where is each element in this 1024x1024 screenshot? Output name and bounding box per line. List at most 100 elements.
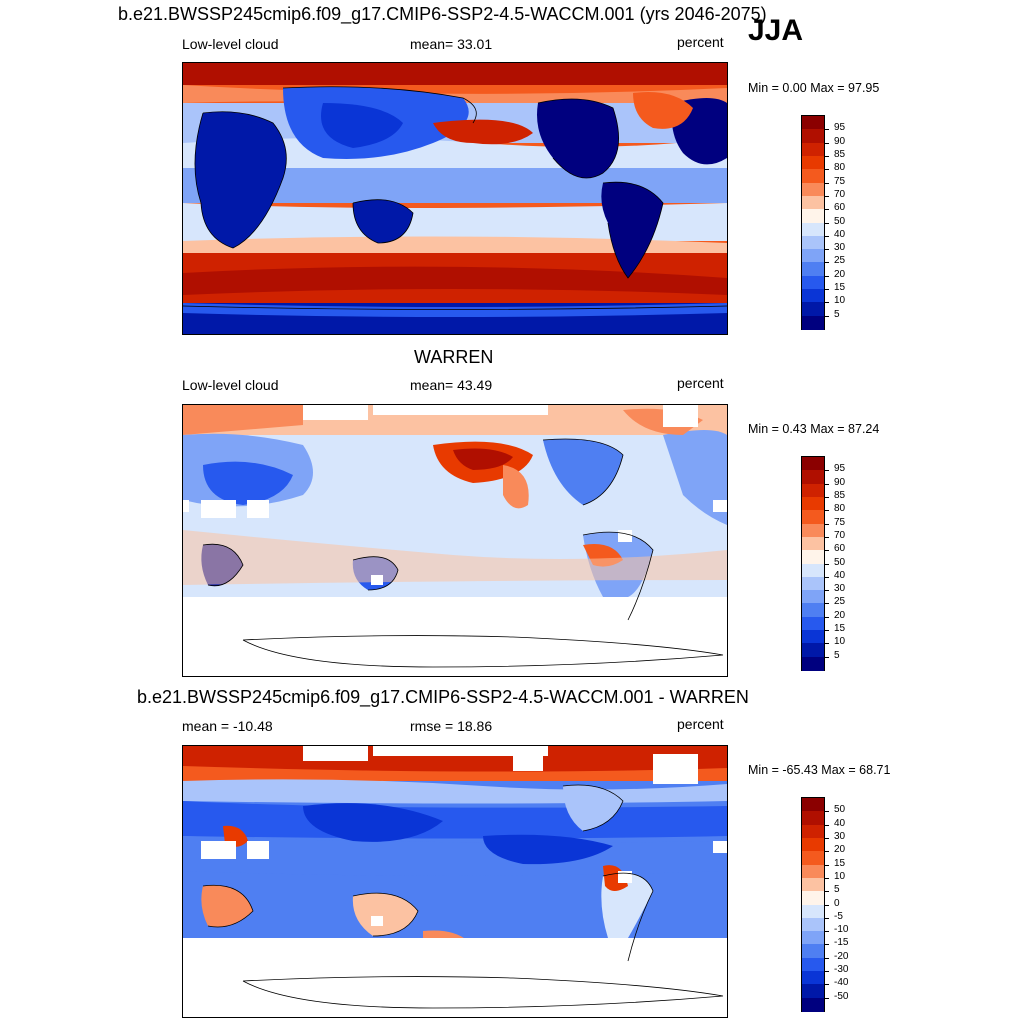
panel1-minmax: Min = 0.00 Max = 97.95: [748, 81, 880, 95]
colorbar-swatch: [802, 656, 824, 671]
panel1-mean: mean= 33.01: [410, 36, 493, 52]
colorbar-label: 10: [834, 636, 846, 648]
colorbar-tick: [824, 470, 829, 472]
colorbar-label: 95: [834, 463, 846, 475]
colorbar-swatch: [802, 116, 824, 130]
panel2-title: WARREN: [414, 347, 494, 367]
colorbar-tick: [824, 971, 829, 973]
colorbar-tick: [824, 984, 829, 986]
colorbar-swatch: [802, 917, 824, 932]
colorbar-swatch: [802, 222, 824, 237]
colorbar-swatch: [802, 851, 824, 866]
colorbar-tick: [824, 496, 829, 498]
colorbar-label: 50: [834, 215, 846, 227]
colorbar-swatch: [802, 249, 824, 264]
colorbar-tick: [824, 195, 829, 197]
colorbar-swatch: [802, 630, 824, 645]
panel1-units: percent: [677, 34, 724, 50]
colorbar-label: 70: [834, 529, 846, 541]
colorbar-label: 10: [834, 295, 846, 307]
colorbar-tick: [824, 811, 829, 813]
colorbar-label: 75: [834, 175, 846, 187]
season-label: JJA: [748, 14, 804, 47]
colorbar-tick: [824, 235, 829, 237]
colorbar-tick: [824, 563, 829, 565]
colorbar-label: -40: [834, 977, 849, 989]
colorbar-label: 90: [834, 135, 846, 147]
colorbar-swatch: [802, 590, 824, 605]
colorbar-tick: [824, 590, 829, 592]
colorbar-tick: [824, 931, 829, 933]
panel3-units: percent: [677, 716, 724, 732]
colorbar-label: 60: [834, 543, 846, 555]
colorbar-swatch: [802, 798, 824, 812]
colorbar-label: 10: [834, 870, 846, 882]
panel3-title: b.e21.BWSSP245cmip6.f09_g17.CMIP6-SSP2-4…: [137, 687, 749, 707]
colorbar-swatch: [802, 616, 824, 631]
colorbar-tick: [824, 851, 829, 853]
colorbar-label: -5: [834, 910, 843, 922]
colorbar-tick: [824, 289, 829, 291]
colorbar-tick: [824, 155, 829, 157]
colorbar-swatch: [802, 129, 824, 144]
colorbar-tick: [824, 837, 829, 839]
colorbar-swatch: [802, 315, 824, 330]
colorbar-tick: [824, 917, 829, 919]
panel1-title: b.e21.BWSSP245cmip6.f09_g17.CMIP6-SSP2-4…: [118, 4, 767, 24]
colorbar-tick: [824, 891, 829, 893]
colorbar-swatch: [802, 483, 824, 498]
colorbar-label: 50: [834, 804, 846, 816]
panel2-variable-label: Low-level cloud: [182, 377, 279, 393]
colorbar-swatch: [802, 550, 824, 565]
panel2-minmax: Min = 0.43 Max = 87.24: [748, 422, 880, 436]
colorbar-swatch: [802, 302, 824, 317]
colorbar-tick: [824, 576, 829, 578]
colorbar-swatch: [802, 563, 824, 578]
colorbar-tick: [824, 957, 829, 959]
colorbar-swatch: [802, 811, 824, 826]
colorbar-label: 5: [834, 649, 840, 661]
colorbar-swatch: [802, 576, 824, 591]
colorbar-swatch: [802, 142, 824, 157]
colorbar-label: 85: [834, 148, 846, 160]
panel1-map-graphic: [183, 63, 727, 334]
colorbar-label: 15: [834, 857, 846, 869]
colorbar-label: 15: [834, 623, 846, 635]
colorbar-tick: [824, 944, 829, 946]
colorbar-tick: [824, 864, 829, 866]
panel2-map-graphic: [183, 405, 727, 676]
colorbar-swatch: [802, 837, 824, 852]
colorbar-swatch: [802, 931, 824, 946]
colorbar-label: -15: [834, 937, 849, 949]
colorbar-swatch: [802, 275, 824, 290]
colorbar-label: 40: [834, 569, 846, 581]
colorbar-swatch: [802, 182, 824, 197]
colorbar-swatch: [802, 603, 824, 618]
colorbar-swatch: [802, 891, 824, 906]
colorbar-tick: [824, 656, 829, 658]
colorbar-swatch: [802, 643, 824, 658]
colorbar-label: 20: [834, 609, 846, 621]
colorbar-swatch: [802, 289, 824, 304]
colorbar-tick: [824, 142, 829, 144]
colorbar-swatch: [802, 984, 824, 999]
panel1-colorbar: [801, 115, 829, 330]
colorbar-swatch: [802, 457, 824, 471]
colorbar-label: 95: [834, 122, 846, 134]
panel3-map: [182, 745, 728, 1018]
panel2-units: percent: [677, 375, 724, 391]
colorbar-label: 85: [834, 489, 846, 501]
colorbar-tick: [824, 262, 829, 264]
colorbar-tick: [824, 630, 829, 632]
colorbar-swatch: [802, 877, 824, 892]
colorbar-label: 40: [834, 228, 846, 240]
colorbar-swatch: [802, 824, 824, 839]
colorbar-label: 80: [834, 503, 846, 515]
panel2-colorbar: [801, 456, 829, 671]
colorbar-tick: [824, 550, 829, 552]
colorbar-label: 30: [834, 830, 846, 842]
colorbar-tick: [824, 536, 829, 538]
colorbar-label: 90: [834, 476, 846, 488]
panel3-colorbar: [801, 797, 829, 1012]
colorbar-tick: [824, 997, 829, 999]
